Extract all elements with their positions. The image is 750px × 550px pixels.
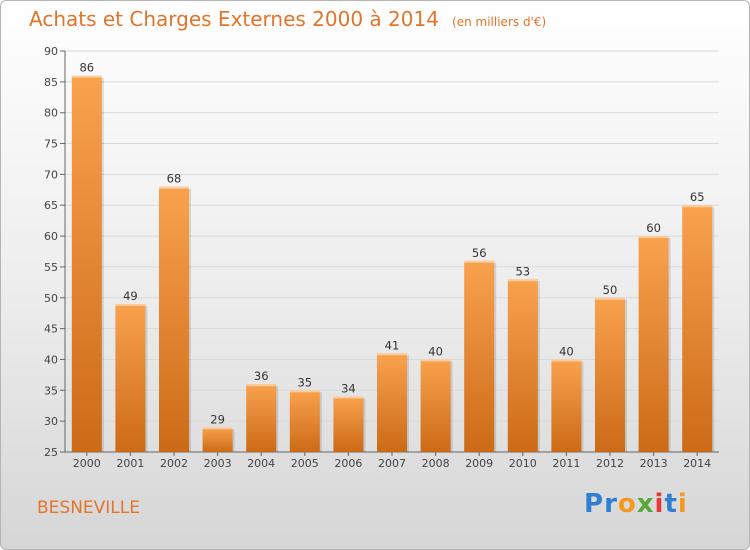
y-tick-label: 60 — [44, 230, 58, 243]
value-label: 35 — [297, 375, 312, 389]
bar-highlight — [464, 260, 495, 263]
logo-letter: o — [617, 489, 637, 519]
bar-highlight — [638, 236, 669, 239]
y-tick-label: 85 — [44, 76, 58, 89]
bar-2006 — [333, 396, 364, 452]
bar-2008 — [420, 359, 451, 452]
bar-highlight — [551, 359, 582, 362]
y-tick-label: 90 — [44, 45, 58, 58]
value-label: 40 — [559, 344, 574, 358]
x-tick-label: 2011 — [552, 457, 580, 470]
bars — [71, 75, 715, 452]
x-tick-label: 2010 — [509, 457, 537, 470]
value-label: 49 — [123, 289, 138, 303]
chart-title-text: Achats et Charges Externes 2000 à 2014 — [29, 7, 439, 31]
y-tick-label: 65 — [44, 199, 58, 212]
proxiti-logo[interactable]: Proxiti — [584, 489, 688, 519]
x-tick-label: 2001 — [116, 457, 144, 470]
x-tick-label: 2009 — [465, 457, 493, 470]
value-label: 68 — [167, 172, 182, 186]
x-tick-label: 2014 — [683, 457, 711, 470]
x-tick-label: 2003 — [204, 457, 232, 470]
x-tick-label: 2000 — [73, 457, 101, 470]
logo-letter: i — [677, 489, 688, 519]
y-tick-label: 50 — [44, 292, 58, 305]
bar-highlight — [682, 205, 713, 208]
y-tick-label: 30 — [44, 415, 58, 428]
x-tick-label: 2007 — [378, 457, 406, 470]
bar-highlight — [159, 186, 189, 189]
y-tick-label: 45 — [44, 323, 58, 336]
chart-title: Achats et Charges Externes 2000 à 2014 (… — [29, 7, 546, 31]
chart-unit-text: (en milliers d'€) — [452, 15, 547, 29]
logo-letter: i — [654, 489, 665, 519]
value-label: 34 — [341, 381, 356, 395]
bar-highlight — [377, 353, 407, 356]
bar-2004 — [246, 384, 277, 452]
bar-highlight — [289, 390, 320, 393]
y-tick-label: 40 — [44, 353, 58, 366]
y-tick-label: 80 — [44, 107, 58, 120]
value-label: 50 — [603, 283, 618, 297]
bar-highlight — [507, 279, 538, 282]
bar-2003 — [202, 427, 233, 452]
bar-highlight — [246, 384, 277, 387]
bar-2014 — [682, 205, 713, 452]
x-tick-label: 2004 — [247, 457, 275, 470]
value-label: 56 — [472, 246, 487, 260]
bar-2001 — [115, 303, 146, 452]
value-label: 65 — [690, 190, 705, 204]
bar-2002 — [159, 186, 189, 452]
bar-highlight — [420, 359, 451, 362]
x-tick-label: 2008 — [422, 457, 450, 470]
value-label: 40 — [428, 344, 443, 358]
y-tick-label: 55 — [44, 261, 58, 274]
bar-2012 — [595, 297, 625, 452]
x-tick-label: 2002 — [160, 457, 188, 470]
value-label: 60 — [646, 221, 661, 235]
value-label: 41 — [385, 338, 400, 352]
bar-2007 — [377, 353, 407, 452]
value-label: 86 — [79, 61, 94, 75]
y-tick-label: 70 — [44, 168, 58, 181]
x-tick-label: 2005 — [291, 457, 319, 470]
commune-name: BESNEVILLE — [37, 498, 140, 518]
bar-highlight — [202, 427, 233, 430]
logo-letter: P — [584, 489, 605, 519]
bar-2011 — [551, 359, 582, 452]
y-tick-label: 25 — [44, 446, 58, 459]
x-tick-label: 2006 — [334, 457, 362, 470]
bar-2005 — [289, 390, 320, 452]
bar-2013 — [638, 236, 669, 452]
value-labels: 86 49 68 29 36 35 34 41 40 56 53 40 50 60 65 — [79, 61, 704, 427]
value-label: 36 — [254, 369, 269, 383]
logo-letter: t — [664, 489, 678, 519]
value-label: 29 — [210, 412, 225, 426]
bar-highlight — [333, 396, 364, 399]
logo-letter: r — [604, 489, 618, 519]
bar-2000 — [71, 75, 102, 452]
bar-highlight — [595, 297, 625, 300]
x-tick-label: 2013 — [640, 457, 668, 470]
tick-labels: 25 30 35 40 45 50 55 60 65 70 75 80 85 90 2000 2001 2002… — [44, 45, 711, 470]
logo-letter: x — [636, 489, 655, 519]
bar-highlight — [115, 303, 146, 306]
x-tick-label: 2012 — [596, 457, 624, 470]
value-label: 53 — [515, 264, 530, 278]
y-tick-label: 35 — [44, 384, 58, 397]
bar-2010 — [507, 279, 538, 452]
bar-highlight — [71, 75, 102, 78]
y-tick-label: 75 — [44, 138, 58, 151]
bar-2009 — [464, 260, 495, 452]
